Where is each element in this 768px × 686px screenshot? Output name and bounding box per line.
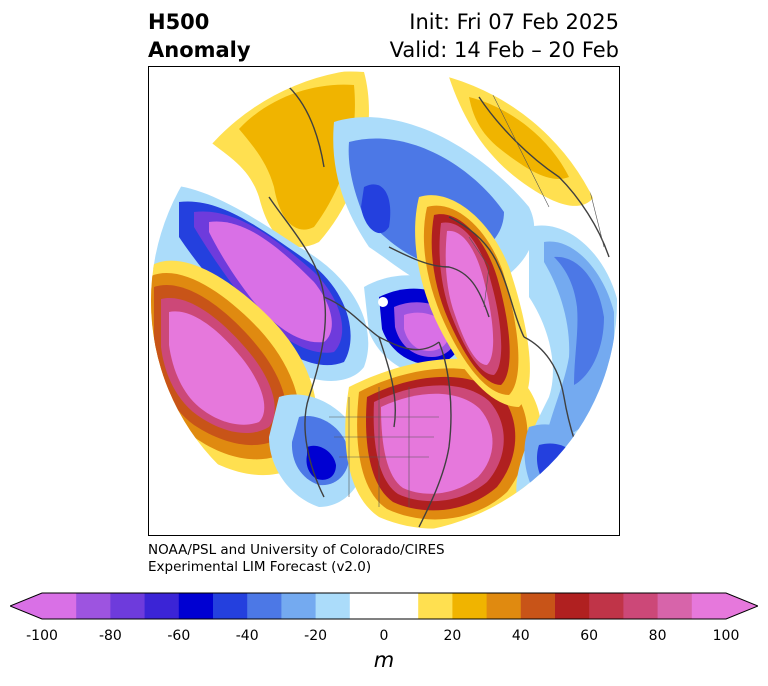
colorbar-tick-label: 80 (648, 628, 667, 644)
colorbar-tick-label: 40 (511, 628, 530, 644)
colorbar-cell (520, 593, 556, 619)
polar-anomaly-map (148, 66, 620, 536)
variable-label: H500 (148, 10, 210, 34)
colorbar-tick-label: 20 (443, 628, 462, 644)
colorbar-cell (42, 593, 77, 619)
anomaly-field (151, 68, 617, 534)
colorbar-outline (10, 592, 758, 620)
colorbar-cell (486, 593, 522, 619)
colorbar-cell (349, 593, 385, 619)
colorbar-cell (384, 593, 419, 619)
colorbar-cells (42, 593, 727, 619)
colorbar-unit-label: m (373, 648, 395, 672)
colorbar-tick-label: -40 (235, 628, 259, 644)
credit-line-2: Experimental LIM Forecast (v2.0) (148, 559, 372, 575)
colorbar-tick-label: -20 (304, 628, 328, 644)
ridge-scandinavia (415, 195, 530, 407)
colorbar-left-extension (10, 593, 42, 619)
map-title-right: Init: Fri 07 Feb 2025 Valid: 14 Feb – 20… (390, 8, 619, 64)
colorbar-cell (144, 593, 180, 619)
colorbar-tick-labels: -100 -80 -60 -40 -20 0 20 40 60 80 100 (0, 628, 768, 648)
north-pole-marker (378, 297, 388, 307)
colorbar-cell (589, 593, 624, 619)
colorbar-tick-label: -80 (98, 628, 122, 644)
anomaly-label: Anomaly (148, 38, 251, 62)
credit-text: NOAA/PSL and University of Colorado/CIRE… (148, 542, 445, 576)
colorbar-cell (213, 593, 248, 619)
colorbar-cell (452, 593, 488, 619)
colorbar-tick-label: 60 (580, 628, 599, 644)
colorbar-cell (315, 593, 351, 619)
init-date: Init: Fri 07 Feb 2025 (409, 10, 619, 34)
credit-line-1: NOAA/PSL and University of Colorado/CIRE… (148, 542, 445, 558)
map-canvas (151, 68, 617, 534)
colorbar-cell (247, 593, 282, 619)
ridge-north-pacific (151, 260, 317, 476)
map-title-left: H500 Anomaly (148, 8, 251, 64)
colorbar (10, 592, 758, 620)
colorbar-tick-label: -60 (167, 628, 191, 644)
colorbar-cell (691, 593, 727, 619)
colorbar-cell (418, 593, 453, 619)
colorbar-cell (281, 593, 317, 619)
colorbar-tick-label: -100 (26, 628, 58, 644)
colorbar-cell (623, 593, 659, 619)
colorbar-cell (657, 593, 693, 619)
trough-western-us (269, 394, 365, 507)
colorbar-tick-label: 0 (379, 628, 389, 644)
valid-range: Valid: 14 Feb – 20 Feb (389, 38, 619, 62)
colorbar-cell (555, 593, 590, 619)
ridge-greenland (204, 71, 369, 247)
colorbar-cell (110, 593, 146, 619)
trough-north-atlantic (151, 185, 369, 381)
colorbar-cell (76, 593, 111, 619)
colorbar-right-extension (726, 593, 758, 619)
colorbar-tick-label: 100 (712, 628, 740, 644)
colorbar-cell (178, 593, 214, 619)
